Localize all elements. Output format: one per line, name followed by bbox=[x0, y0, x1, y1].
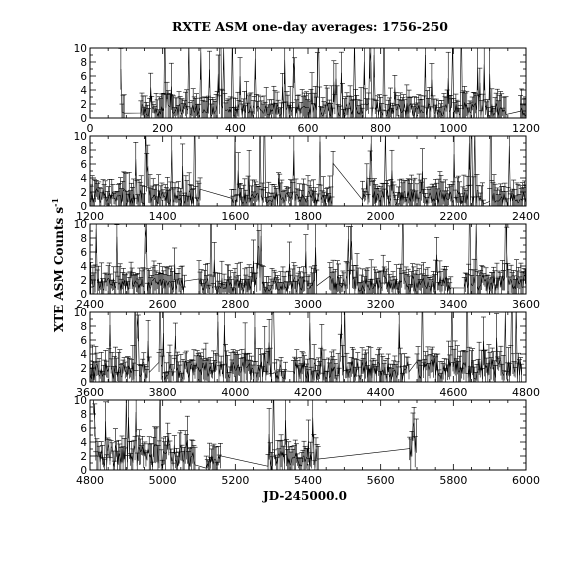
x-tick-label: 2200 bbox=[439, 210, 467, 223]
x-tick-label: 4400 bbox=[367, 386, 395, 399]
y-tick-label: 0 bbox=[80, 377, 87, 389]
y-tick-label: 6 bbox=[80, 159, 87, 171]
panel-2-data bbox=[90, 136, 526, 206]
y-tick-label: 8 bbox=[80, 409, 87, 421]
x-tick-label: 3600 bbox=[512, 298, 540, 311]
x-tick-label: 2000 bbox=[367, 210, 395, 223]
y-tick-label: 2 bbox=[80, 363, 87, 375]
x-tick-label: 400 bbox=[225, 122, 246, 135]
y-tick-label: 4 bbox=[80, 261, 87, 273]
panel-2: 1200 1400 1600 1800 2000 2200 2400 0 2 4 6 8 10 bbox=[74, 131, 540, 223]
x-tick-label: 6000 bbox=[512, 474, 540, 487]
x-tick-label: 4800 bbox=[512, 386, 540, 399]
x-tick-label: 1200 bbox=[512, 122, 540, 135]
y-tick-label: 6 bbox=[80, 247, 87, 259]
y-tick-label: 0 bbox=[80, 113, 87, 125]
x-tick-label: 600 bbox=[298, 122, 319, 135]
panel-5: 4800 5000 5200 5400 5600 5800 6000 0 2 4 6 8 10 bbox=[74, 395, 540, 487]
panel-4-data bbox=[90, 312, 525, 382]
x-tick-label: 3800 bbox=[149, 386, 177, 399]
panel-3: 2400 2600 2800 3000 3200 3400 3600 0 2 4 6 8 10 bbox=[74, 219, 540, 311]
x-tick-label: 2400 bbox=[76, 298, 104, 311]
x-tick-label: 4800 bbox=[76, 474, 104, 487]
y-tick-label: 4 bbox=[80, 437, 87, 449]
x-tick-label: 0 bbox=[87, 122, 94, 135]
panel-1-data bbox=[118, 48, 526, 118]
y-axis-label-main: XTE ASM Counts s bbox=[52, 207, 66, 332]
x-tick-label: 4200 bbox=[294, 386, 322, 399]
x-tick-label: 3000 bbox=[294, 298, 322, 311]
panel-4: 3600 3800 4000 4200 4400 4600 4800 0 2 4 6 8 10 bbox=[74, 307, 540, 399]
y-tick-label: 8 bbox=[80, 233, 87, 245]
y-tick-label: 8 bbox=[80, 145, 87, 157]
x-tick-label: 2800 bbox=[221, 298, 249, 311]
x-tick-label: 5400 bbox=[294, 474, 322, 487]
y-tick-label: 4 bbox=[80, 349, 87, 361]
x-tick-label: 1400 bbox=[149, 210, 177, 223]
y-tick-label: 10 bbox=[74, 395, 87, 407]
y-tick-label: 8 bbox=[80, 57, 87, 69]
x-tick-label: 1800 bbox=[294, 210, 322, 223]
x-tick-label: 3600 bbox=[76, 386, 104, 399]
y-tick-label: 10 bbox=[74, 219, 87, 231]
chart-title: RXTE ASM one-day averages: 1756-250 bbox=[172, 19, 448, 34]
x-tick-label: 3400 bbox=[439, 298, 467, 311]
y-axis-label-superscript: -1 bbox=[50, 198, 60, 207]
x-tick-label: 1600 bbox=[221, 210, 249, 223]
x-tick-label: 1000 bbox=[439, 122, 467, 135]
x-axis-label: JD-245000.0 bbox=[262, 489, 347, 503]
y-tick-label: 2 bbox=[80, 99, 87, 111]
x-tick-label: 4600 bbox=[439, 386, 467, 399]
y-tick-label: 4 bbox=[80, 173, 87, 185]
y-tick-label: 2 bbox=[80, 451, 87, 463]
x-tick-label: 2600 bbox=[149, 298, 177, 311]
x-tick-label: 5600 bbox=[367, 474, 395, 487]
y-tick-label: 4 bbox=[80, 85, 87, 97]
x-tick-label: 1200 bbox=[76, 210, 104, 223]
panel-frame bbox=[89, 399, 527, 471]
y-tick-label: 6 bbox=[80, 335, 87, 347]
y-tick-label: 2 bbox=[80, 187, 87, 199]
x-tick-label: 800 bbox=[370, 122, 391, 135]
y-tick-label: 10 bbox=[74, 43, 87, 55]
x-tick-label: 3200 bbox=[367, 298, 395, 311]
panel-3-data bbox=[90, 224, 526, 294]
y-tick-label: 6 bbox=[80, 71, 87, 83]
y-tick-label: 2 bbox=[80, 275, 87, 287]
lightcurve-line bbox=[90, 312, 522, 381]
y-tick-label: 0 bbox=[80, 201, 87, 213]
y-tick-label: 0 bbox=[80, 465, 87, 477]
x-tick-label: 5000 bbox=[149, 474, 177, 487]
y-tick-label: 10 bbox=[74, 307, 87, 319]
y-axis-label: XTE ASM Counts s-1 bbox=[50, 198, 66, 332]
y-tick-label: 0 bbox=[80, 289, 87, 301]
x-tick-label: 5200 bbox=[221, 474, 249, 487]
y-tick-label: 6 bbox=[80, 423, 87, 435]
x-tick-label: 2400 bbox=[512, 210, 540, 223]
x-tick-label: 4000 bbox=[221, 386, 249, 399]
y-tick-label: 10 bbox=[74, 131, 87, 143]
y-tick-label: 8 bbox=[80, 321, 87, 333]
x-tick-label: 200 bbox=[152, 122, 173, 135]
x-tick-label: 5800 bbox=[439, 474, 467, 487]
panel-5-data bbox=[92, 400, 419, 470]
